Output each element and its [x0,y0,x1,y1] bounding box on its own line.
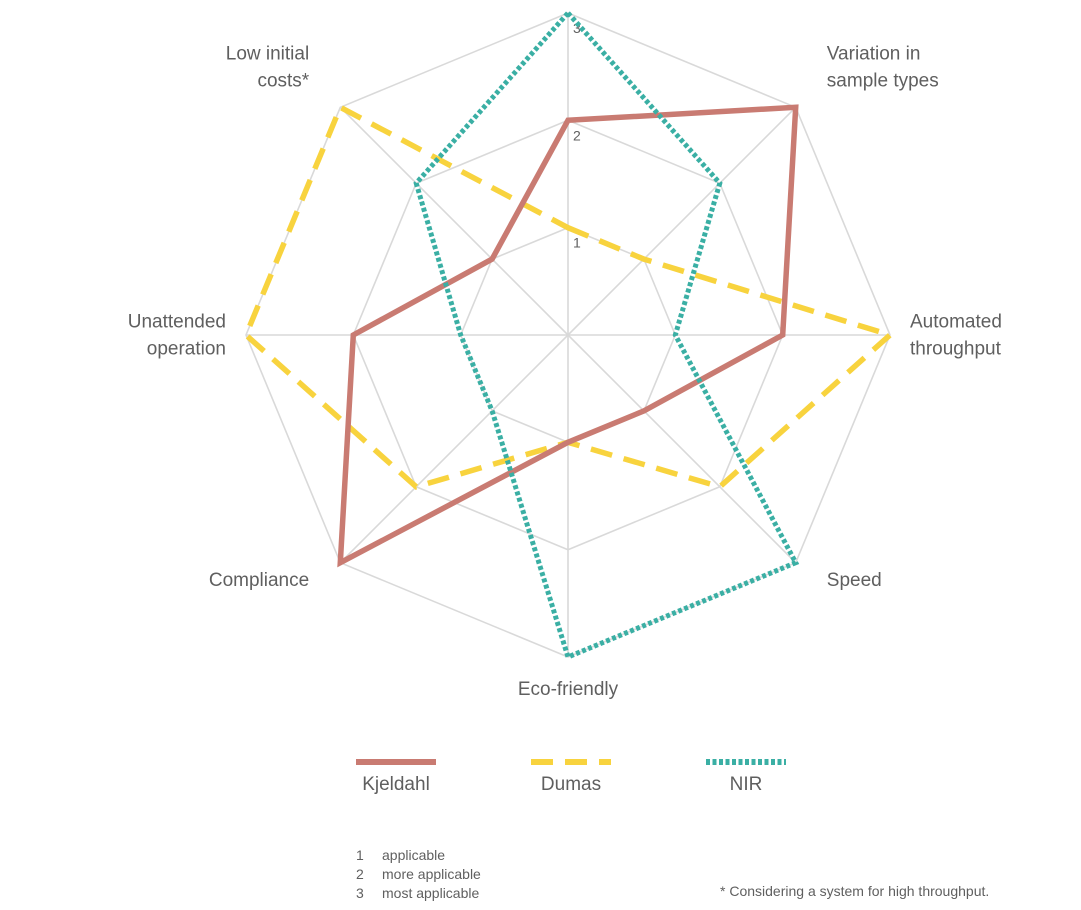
scale-key-text: most applicable [382,885,480,901]
scale-key-number: 2 [356,866,364,882]
scale-key: 1 applicable 2 more applicable 3 most appli… [356,846,481,903]
scale-key-text: applicable [382,847,446,863]
grid-spoke [339,334,569,564]
axis-label: Eco-friendly [518,679,619,700]
axis-label: Compliance [209,570,309,591]
series-layer [242,9,896,661]
scale-key-text: more applicable [382,866,481,882]
axis-label-line: Unattended [128,312,226,333]
series-line-nir [413,9,800,661]
axis-label-line: Low initial [226,44,309,65]
axis-label: Speed [827,570,882,591]
legend-label-nir: NIR [730,774,763,795]
axis-label: Variation in sample types [827,44,939,92]
axis-label-line: Automated [910,312,1002,333]
grid-spoke [567,334,797,564]
axis-label: Low initial costs* [226,44,310,92]
scale-key-number: 1 [356,847,364,863]
radar-grid [245,12,891,658]
scale-key-number: 3 [356,885,364,901]
footnote: * Considering a system for high throughp… [720,883,990,899]
axis-label: Unattended operation [128,312,226,360]
axis-label-line: Speed [827,570,882,591]
axis-label-line: operation [147,339,226,360]
scale-key-row-2: 2 more applicable [356,865,481,884]
axis-label: Automated throughput [910,312,1002,360]
grid-spoke [567,106,797,336]
axis-label-line: Variation in [827,44,921,65]
axis-label-line: costs* [257,71,309,92]
axis-labels: Variation in sample types Automated through… [128,44,1002,700]
radial-tick-labels: 1 2 3 [573,20,581,251]
legend-label-dumas: Dumas [541,774,601,795]
legend: Kjeldahl Dumas NIR [356,759,786,795]
scale-key-row-3: 3 most applicable [356,884,481,903]
axis-label-line: Compliance [209,570,309,591]
legend-label-kjeldahl: Kjeldahl [362,774,430,795]
tick-label: 3 [573,20,581,36]
grid-spoke [339,106,569,336]
tick-label: 1 [573,235,581,251]
scale-key-row-1: 1 applicable [356,846,481,865]
axis-label-line: sample types [827,71,939,92]
axis-label-line: throughput [910,339,1002,360]
tick-label: 2 [573,127,581,143]
axis-label-line: Eco-friendly [518,679,619,700]
